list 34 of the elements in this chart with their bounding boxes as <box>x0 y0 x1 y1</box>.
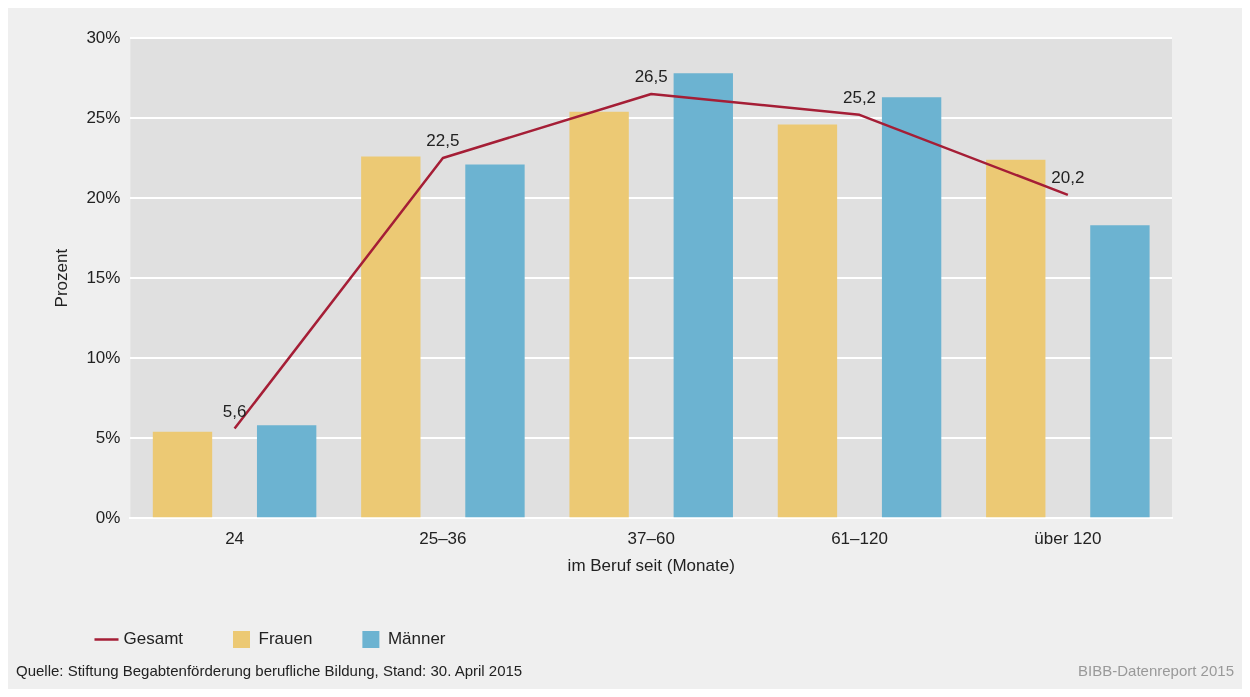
source-note: Quelle: Stiftung Begabtenförderung berufliche Bildung, Stand: 30. April 2015 <box>16 662 523 679</box>
y-tick-label: 10% <box>86 347 121 367</box>
bar <box>256 425 317 518</box>
y-tick-label: 5% <box>95 427 121 447</box>
bar <box>986 159 1046 518</box>
bar <box>777 124 838 518</box>
data-label: 22,5 <box>426 131 460 151</box>
y-tick-label: 0% <box>95 507 121 527</box>
x-tick-label: 37–60 <box>627 529 675 549</box>
text: BIBB-Datenreport 2015 <box>1078 662 1234 679</box>
bar <box>673 73 733 518</box>
data-label: 20,2 <box>1051 168 1085 188</box>
bar <box>1090 225 1150 518</box>
x-tick-label: über 120 <box>1034 529 1102 549</box>
y-tick-label: 30% <box>86 27 121 47</box>
y-tick-label: 25% <box>86 107 121 127</box>
legend-label: Frauen <box>258 629 313 649</box>
y-tick-label: 20% <box>86 187 121 207</box>
x-axis-title: im Beruf seit (Monate) <box>567 556 735 576</box>
legend-label: Männer <box>387 629 446 649</box>
legend-label: Gesamt <box>123 629 184 649</box>
x-tick-label: 61–120 <box>831 529 888 549</box>
data-label: 5,6 <box>222 401 247 421</box>
bar <box>361 156 421 518</box>
x-tick-label: 24 <box>225 529 245 549</box>
bar <box>152 431 213 518</box>
bar <box>569 111 629 518</box>
data-label: 26,5 <box>634 67 668 87</box>
x-tick-label: 25–36 <box>419 529 467 549</box>
bar <box>881 97 942 518</box>
data-label: 25,2 <box>842 88 877 108</box>
bar <box>465 164 525 518</box>
y-axis-title: Prozent <box>51 248 71 308</box>
y-tick-label: 15% <box>86 267 121 287</box>
